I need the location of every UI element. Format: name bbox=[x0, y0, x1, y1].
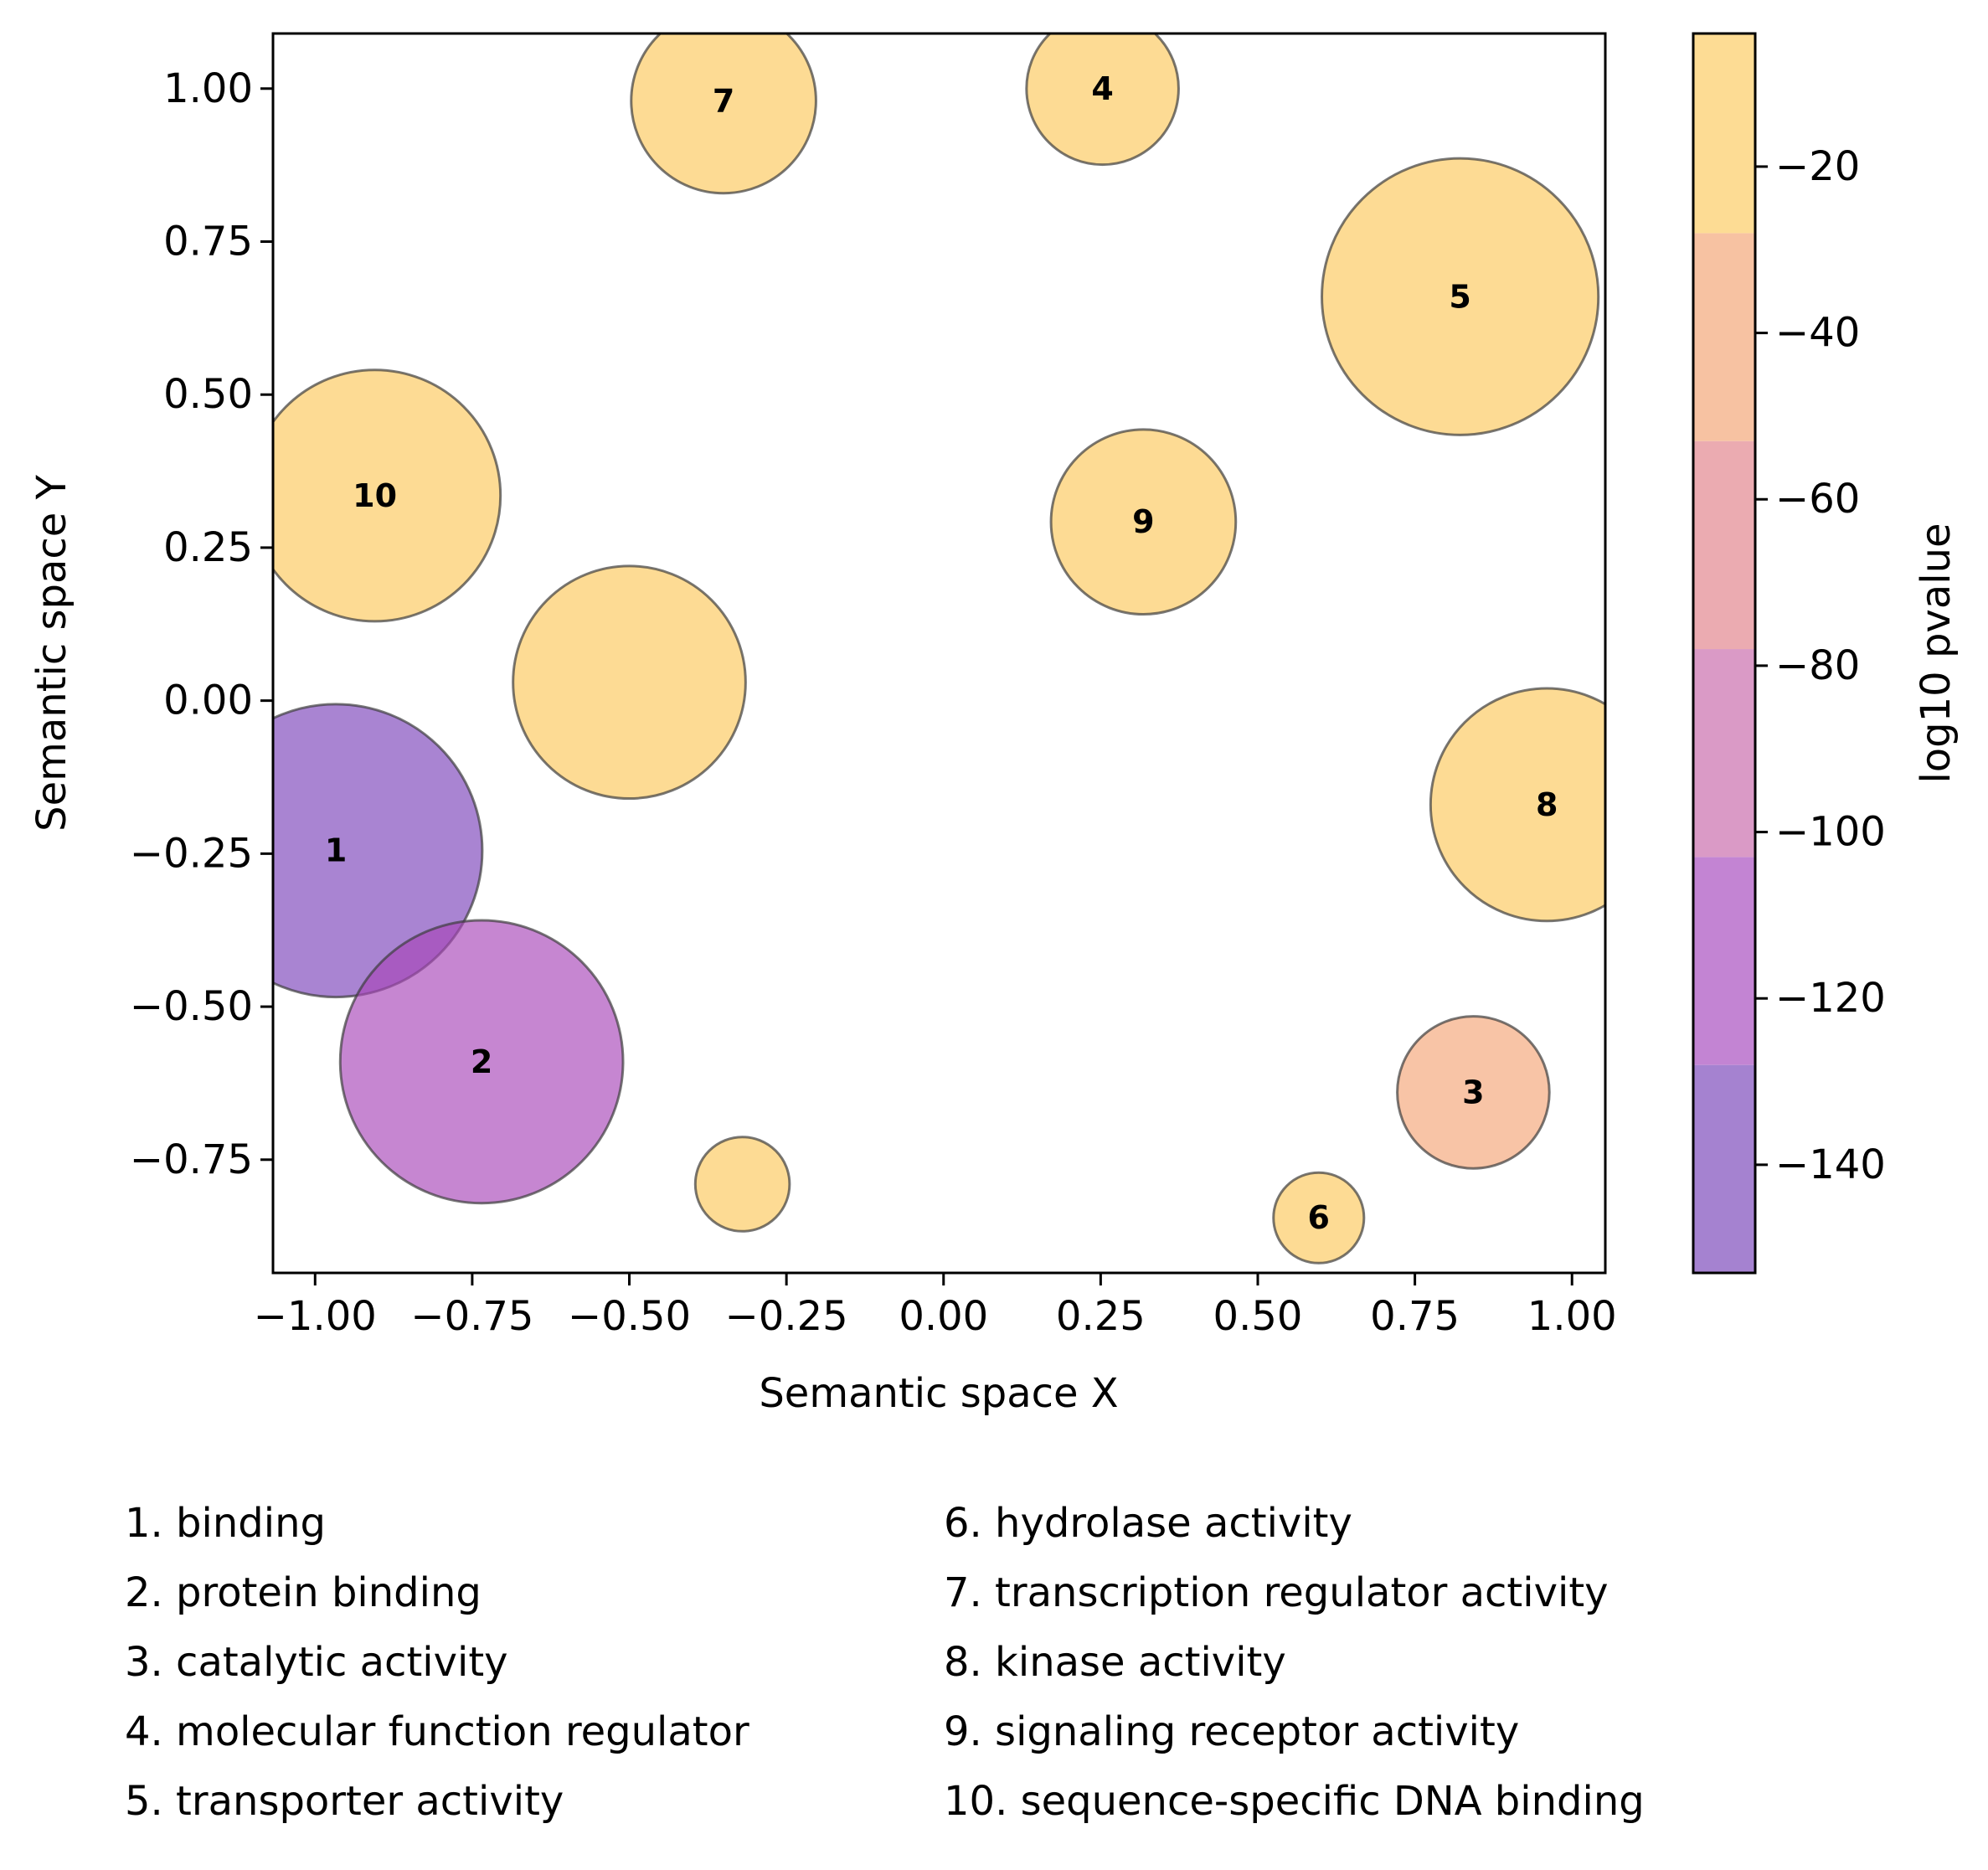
bubble-label: 10 bbox=[353, 477, 397, 514]
legend-entry: 2. protein binding bbox=[125, 1569, 482, 1616]
legend-entry: 8. kinase activity bbox=[944, 1639, 1286, 1686]
bubble-9 bbox=[1049, 428, 1238, 616]
x-axis: −1.00 −0.75 −0.50 −0.25 0.00 0.25 0.50 0.75 1.00 bbox=[254, 1273, 1617, 1340]
legend-entry: 4. molecular function regulator bbox=[125, 1708, 749, 1755]
bubble-label: 1 bbox=[325, 832, 347, 869]
legend-entry: 6. hydrolase activity bbox=[944, 1500, 1352, 1547]
y-tick-label: 0.75 bbox=[163, 218, 253, 265]
colorbar-band bbox=[1693, 857, 1755, 1065]
bubble-5 bbox=[1321, 157, 1600, 436]
colorbar-band bbox=[1693, 440, 1755, 650]
x-tick-label: 0.75 bbox=[1370, 1293, 1460, 1340]
bubble-label: 6 bbox=[1308, 1199, 1330, 1236]
plot-frame bbox=[271, 32, 1607, 1275]
colorbar-tick-label: −100 bbox=[1775, 809, 1886, 856]
colorbar-tick-label: −20 bbox=[1775, 143, 1860, 190]
colorbar-tick-label: −120 bbox=[1775, 975, 1886, 1022]
term-legend-left: 1. binding 2. protein binding 3. catalyt… bbox=[125, 1489, 749, 1837]
x-tick-label: 1.00 bbox=[1527, 1293, 1617, 1340]
y-axis-label: Semantic space Y bbox=[28, 474, 75, 831]
bubble-label: 5 bbox=[1449, 278, 1470, 315]
bubble-7 bbox=[630, 33, 817, 195]
bubble-layer bbox=[273, 33, 1605, 1265]
bubble-label: 8 bbox=[1536, 786, 1558, 823]
legend-entry: 7. transcription regulator activity bbox=[944, 1569, 1609, 1616]
legend-entry: 1. binding bbox=[125, 1500, 326, 1547]
bubble-2 bbox=[338, 919, 625, 1205]
bubble-label: 9 bbox=[1132, 503, 1154, 540]
bubble-label: 7 bbox=[713, 82, 734, 119]
legend-entry: 3. catalytic activity bbox=[125, 1639, 508, 1686]
bubble-4 bbox=[1025, 33, 1180, 167]
legend-entry: 9. signaling receptor activity bbox=[944, 1708, 1520, 1755]
y-tick-label: −0.75 bbox=[130, 1136, 253, 1183]
y-axis: −0.75 −0.50 −0.25 0.00 0.25 0.50 0.75 1.00 bbox=[130, 65, 273, 1183]
bubble-label-layer: 1 2 3 4 5 6 7 8 9 10 bbox=[325, 70, 1558, 1236]
x-tick-label: −1.00 bbox=[254, 1293, 377, 1340]
bubble-label: 4 bbox=[1091, 70, 1113, 107]
bubble-6 bbox=[1272, 1171, 1366, 1265]
legend-entry: 5. transporter activity bbox=[125, 1778, 564, 1825]
bubble-unlabeled-10 bbox=[512, 564, 747, 801]
y-tick-label: −0.50 bbox=[130, 983, 253, 1030]
x-axis-label: Semantic space X bbox=[759, 1370, 1118, 1417]
bubble-3 bbox=[1396, 1015, 1551, 1170]
colorbar-tick-label: −140 bbox=[1775, 1141, 1886, 1188]
y-tick-label: 0.50 bbox=[163, 371, 253, 418]
term-legend-right: 6. hydrolase activity 7. transcription r… bbox=[944, 1489, 1645, 1837]
y-tick-label: 0.25 bbox=[163, 524, 253, 571]
bubble-1 bbox=[273, 703, 484, 999]
bubble-10 bbox=[273, 368, 502, 623]
colorbar-band bbox=[1693, 649, 1755, 858]
colorbar-label: log10 pvalue bbox=[1913, 523, 1960, 783]
x-tick-label: 0.00 bbox=[899, 1293, 988, 1340]
colorbar-band bbox=[1693, 33, 1755, 234]
colorbar-band bbox=[1693, 1064, 1755, 1273]
bubble-unlabeled-11 bbox=[693, 1136, 791, 1233]
x-tick-label: 0.25 bbox=[1056, 1293, 1146, 1340]
y-tick-label: −0.25 bbox=[130, 830, 253, 877]
colorbar-ticks: −20 −40 −60 −80 −100 −120 −140 bbox=[1755, 143, 1886, 1188]
bubble-label: 2 bbox=[471, 1043, 492, 1080]
colorbar-frame bbox=[1692, 32, 1757, 1275]
colorbar bbox=[1693, 33, 1755, 1273]
y-tick-label: 0.00 bbox=[163, 677, 253, 724]
x-tick-label: −0.25 bbox=[725, 1293, 848, 1340]
legend-entry: 10. sequence-specific DNA binding bbox=[944, 1778, 1645, 1825]
x-tick-label: 0.50 bbox=[1213, 1293, 1303, 1340]
x-tick-label: −0.50 bbox=[568, 1293, 691, 1340]
colorbar-tick-label: −60 bbox=[1775, 476, 1860, 523]
y-tick-label: 1.00 bbox=[163, 65, 253, 112]
colorbar-tick-label: −80 bbox=[1775, 642, 1860, 689]
colorbar-band bbox=[1693, 233, 1755, 441]
bubble-8 bbox=[1429, 687, 1605, 923]
x-tick-label: −0.75 bbox=[410, 1293, 533, 1340]
colorbar-tick-label: −40 bbox=[1775, 310, 1860, 357]
bubble-label: 3 bbox=[1462, 1074, 1484, 1110]
